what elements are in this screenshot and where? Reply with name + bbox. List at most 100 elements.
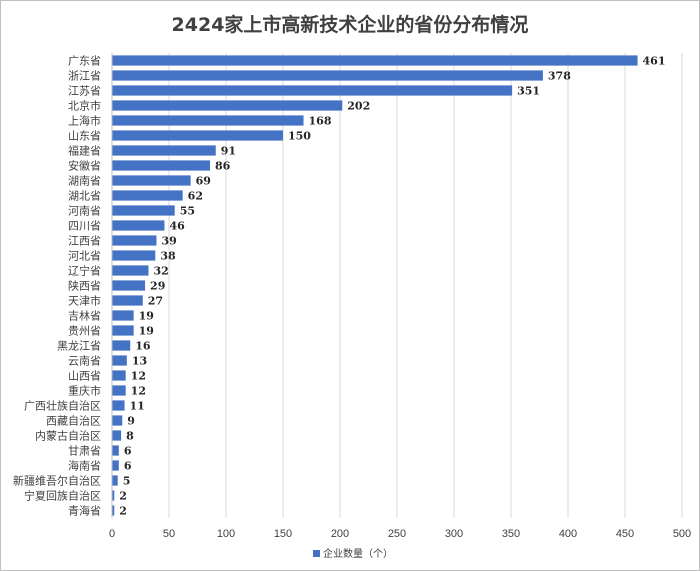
bar <box>112 160 211 171</box>
category-label: 辽宁省 <box>68 264 101 278</box>
category-label: 贵州省 <box>68 325 101 338</box>
data-label: 12 <box>131 385 146 398</box>
category-label: 安徽省 <box>68 159 101 173</box>
bar <box>112 505 115 516</box>
bar <box>112 400 125 411</box>
data-label: 2 <box>119 490 127 503</box>
category-label: 河南省 <box>68 205 101 218</box>
bar <box>112 415 123 426</box>
x-tick-label: 100 <box>217 528 235 540</box>
bar <box>112 235 157 246</box>
category-label: 山西省 <box>68 370 101 383</box>
bar <box>112 130 283 141</box>
x-tick-label: 500 <box>673 528 691 540</box>
data-label: 29 <box>150 280 165 293</box>
category-label: 江西省 <box>68 235 101 248</box>
bar <box>112 340 131 351</box>
x-tick-label: 0 <box>109 528 115 540</box>
category-label: 北京市 <box>68 99 101 113</box>
bar <box>112 370 126 381</box>
bar <box>112 310 134 321</box>
category-label: 四川省 <box>68 220 101 233</box>
data-label: 5 <box>123 475 131 488</box>
data-label: 13 <box>132 355 147 368</box>
data-label: 91 <box>221 145 236 158</box>
data-label: 27 <box>148 295 163 308</box>
category-label: 福建省 <box>68 144 101 158</box>
data-label: 62 <box>188 190 203 203</box>
bar <box>112 385 126 396</box>
chart-title: 2424家上市高新技术企业的省份分布情况 <box>171 14 529 36</box>
data-label: 6 <box>124 460 132 473</box>
x-tick-label: 400 <box>559 528 577 540</box>
category-label: 湖北省 <box>68 190 101 203</box>
bar <box>112 265 149 276</box>
data-label: 461 <box>643 55 666 68</box>
category-label: 天津市 <box>68 294 101 308</box>
category-label: 重庆市 <box>68 384 101 398</box>
category-label: 河北省 <box>68 250 101 263</box>
legend-swatch <box>313 550 320 557</box>
category-label: 江苏省 <box>68 85 101 98</box>
category-label: 西藏自治区 <box>46 414 101 428</box>
legend-label: 企业数量（个） <box>323 547 393 560</box>
bar <box>112 295 143 306</box>
bar <box>112 100 343 111</box>
category-label: 宁夏回族自治区 <box>24 489 101 503</box>
bars: 4613783512021681509186696255463938322927… <box>112 55 666 518</box>
bar <box>112 490 115 501</box>
bar <box>112 355 127 366</box>
bar <box>112 205 175 216</box>
category-label: 云南省 <box>68 355 101 368</box>
data-label: 168 <box>309 115 332 128</box>
bar <box>112 445 119 456</box>
category-label: 甘肃省 <box>68 445 101 458</box>
category-label: 山东省 <box>68 130 101 143</box>
data-label: 19 <box>139 310 154 323</box>
bar <box>112 430 122 441</box>
bar <box>112 325 134 336</box>
data-label: 46 <box>169 220 185 233</box>
gridlines <box>168 53 683 518</box>
data-label: 378 <box>548 70 571 83</box>
category-label: 广东省 <box>68 55 101 68</box>
x-tick-label: 250 <box>388 528 406 540</box>
data-label: 39 <box>161 235 176 248</box>
x-tick-label: 150 <box>274 528 292 540</box>
category-label: 陕西省 <box>68 279 101 293</box>
category-label: 湖南省 <box>68 175 101 188</box>
category-label: 新疆维吾尔自治区 <box>13 474 101 488</box>
bar <box>112 460 119 471</box>
bar <box>112 145 216 156</box>
bar <box>112 55 638 66</box>
data-label: 38 <box>160 250 176 263</box>
category-label: 浙江省 <box>68 70 101 83</box>
bar <box>112 220 165 231</box>
data-label: 55 <box>180 205 195 218</box>
data-label: 351 <box>517 85 540 98</box>
x-tick-label: 300 <box>445 528 463 540</box>
axes: 0 50 100 150 200 250 300 350 400 450 500 广东省浙江省江苏省北… <box>13 53 691 540</box>
data-label: 19 <box>139 325 154 338</box>
x-tick-label: 350 <box>502 528 520 540</box>
bar <box>112 175 191 186</box>
x-tick-label: 450 <box>616 528 634 540</box>
bar <box>112 190 183 201</box>
x-tick-label: 200 <box>331 528 349 540</box>
category-label: 黑龙江省 <box>57 340 101 353</box>
category-label: 青海省 <box>68 504 101 518</box>
bar <box>112 115 304 126</box>
data-label: 202 <box>347 100 370 113</box>
data-label: 32 <box>153 265 168 278</box>
data-label: 12 <box>131 370 146 383</box>
category-label: 广西壮族自治区 <box>24 399 101 413</box>
bar <box>112 70 543 81</box>
category-label: 海南省 <box>68 459 101 473</box>
data-label: 150 <box>288 130 311 143</box>
data-label: 16 <box>135 340 151 353</box>
data-label: 69 <box>196 175 211 188</box>
data-label: 9 <box>127 415 135 428</box>
data-label: 86 <box>215 160 231 173</box>
bar <box>112 475 118 486</box>
data-label: 2 <box>119 505 127 518</box>
